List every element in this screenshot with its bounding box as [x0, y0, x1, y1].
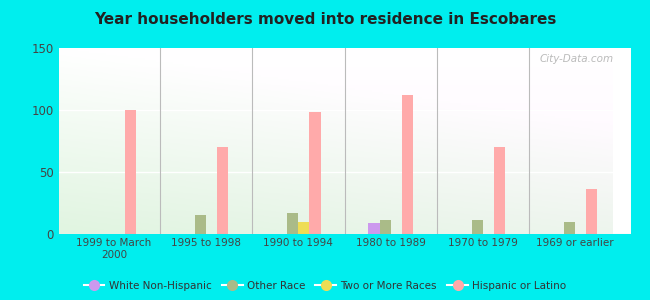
Bar: [369, 223, 380, 234]
Bar: [309, 112, 320, 234]
Bar: [472, 220, 483, 234]
Bar: [586, 189, 597, 234]
Text: City-Data.com: City-Data.com: [540, 54, 614, 64]
Bar: [287, 213, 298, 234]
Bar: [195, 215, 206, 234]
Bar: [217, 147, 228, 234]
Bar: [564, 222, 575, 234]
Bar: [402, 95, 413, 234]
Text: Year householders moved into residence in Escobares: Year householders moved into residence i…: [94, 12, 556, 27]
Bar: [494, 147, 505, 234]
Legend: White Non-Hispanic, Other Race, Two or More Races, Hispanic or Latino: White Non-Hispanic, Other Race, Two or M…: [79, 277, 571, 295]
Bar: [380, 220, 391, 234]
Bar: [298, 222, 309, 234]
Bar: [125, 110, 136, 234]
